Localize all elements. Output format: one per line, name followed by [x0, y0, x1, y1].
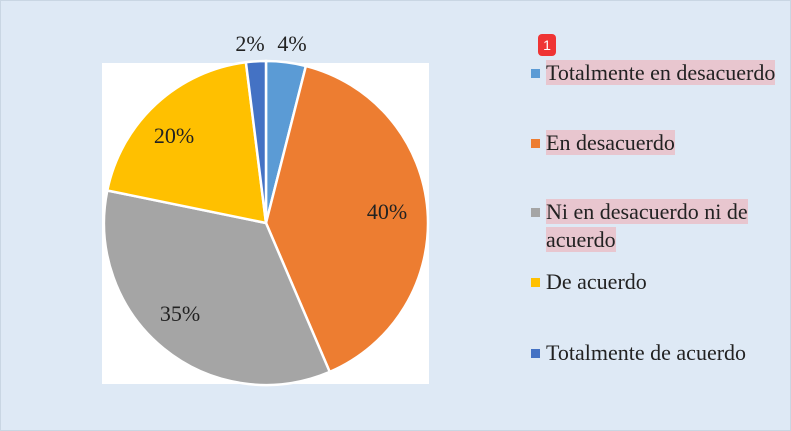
legend-text: Totalmente de acuerdo [546, 339, 746, 367]
data-label: 40% [367, 199, 407, 224]
data-label: 20% [154, 123, 194, 148]
legend-item: En desacuerdo [531, 129, 781, 157]
legend-swatch [531, 349, 540, 358]
pie-slice [264, 64, 430, 374]
legend-label: Totalmente en desacuerdo [546, 60, 776, 85]
legend-item: Totalmente en desacuerdo [531, 59, 781, 87]
legend-item: Totalmente de acuerdo [531, 339, 781, 367]
pie-slice [105, 60, 268, 225]
annotation-badge: 1 [538, 34, 556, 56]
pie-slice [102, 188, 332, 387]
legend-label: Totalmente de acuerdo [546, 340, 747, 365]
data-label: 4% [277, 31, 306, 56]
data-label: 2% [235, 31, 264, 56]
legend-label: De acuerdo [546, 269, 647, 294]
legend-swatch [531, 139, 540, 148]
legend-swatch [531, 278, 540, 287]
legend-label: Ni en desacuerdo ni de acuerdo [546, 199, 748, 252]
legend-text: Ni en desacuerdo ni de acuerdo [546, 198, 781, 254]
legend-item: Ni en desacuerdo ni de acuerdo [531, 198, 781, 254]
legend-text: En desacuerdo [546, 129, 675, 157]
legend-text: De acuerdo [546, 268, 647, 296]
legend-label: En desacuerdo [546, 130, 675, 155]
data-label: 35% [160, 301, 200, 326]
legend-swatch [531, 208, 540, 217]
legend-text: Totalmente en desacuerdo [546, 59, 776, 87]
pie-slice [244, 59, 268, 224]
legend-item: De acuerdo [531, 268, 781, 296]
legend-swatch [531, 69, 540, 78]
